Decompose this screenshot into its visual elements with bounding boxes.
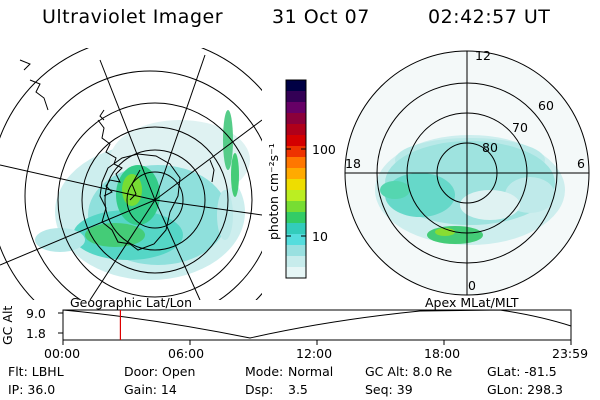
dsp-value: 3.5 [288,382,308,397]
colorbar [286,80,306,279]
colorbar-band [286,179,306,191]
x-tick-1800: 18:00 [424,346,461,361]
gain-info: Gain: 14 [124,382,177,397]
colorbar-band [286,212,306,224]
colorbar-tick-10: 10 [312,229,328,244]
colorbar-unit-label: photon cm⁻²s⁻¹ [266,143,281,240]
colorbar-band [286,267,306,279]
mode-value: Normal [288,364,334,379]
gc-alt-info: GC Alt: 8.0 Re [365,364,453,379]
mode-key: Mode: [245,364,284,379]
glon-info: GLon: 298.3 [487,382,563,397]
left-emission-image [35,110,250,280]
colorbar-band [286,146,306,158]
lat-lon-grid [0,48,262,300]
instrument-title: Ultraviolet Imager [42,6,224,28]
x-tick-1200: 12:00 [296,346,333,361]
colorbar-band [286,234,306,246]
mlat-label-70: 70 [512,120,528,135]
door-info: Door: Open [124,364,196,379]
colorbar-band [286,223,306,235]
colorbar-band [286,124,306,136]
colorbar-tick-100: 100 [312,142,336,157]
colorbar-band [286,80,306,92]
colorbar-band [286,91,306,103]
date-label: 31 Oct 07 [272,6,370,28]
x-tick-0000: 00:00 [44,346,81,361]
colorbar-band [286,113,306,125]
colorbar-band [286,135,306,147]
mlat-mlt-grid [344,50,590,296]
mlt-label-6: 6 [577,156,585,171]
ip-info: IP: 36.0 [8,382,56,397]
timeline-ymax: 9.0 [26,306,46,321]
colorbar-band [286,201,306,213]
dsp-key: Dsp: [245,382,274,397]
colorbar-band [286,102,306,114]
flt-info: Flt: LBHL [8,364,64,379]
mlt-label-18: 18 [345,156,361,171]
mlat-label-80: 80 [482,140,498,155]
x-tick-2359: 23:59 [552,346,589,361]
timeline-ymin: 1.8 [26,326,46,341]
colorbar-ticks [286,148,306,237]
left-map-label: Geographic Lat/Lon [70,295,192,310]
colorbar-band [286,256,306,268]
mlt-label-12: 12 [475,48,491,63]
colorbar-band [286,190,306,202]
mlt-label-0: 0 [468,278,476,293]
x-tick-0600: 06:00 [168,346,205,361]
altitude-timeline [58,309,572,345]
mlat-label-60: 60 [538,98,554,113]
coastlines [19,59,215,251]
colorbar-band [286,245,306,257]
time-label: 02:42:57 UT [428,6,551,28]
seq-info: Seq: 39 [365,382,413,397]
colorbar-band [286,168,306,180]
right-map-label: Apex MLat/MLT [425,295,519,310]
colorbar-band [286,157,306,169]
timeline-y-label: GC Alt [0,305,15,345]
glat-info: GLat: -81.5 [487,364,557,379]
